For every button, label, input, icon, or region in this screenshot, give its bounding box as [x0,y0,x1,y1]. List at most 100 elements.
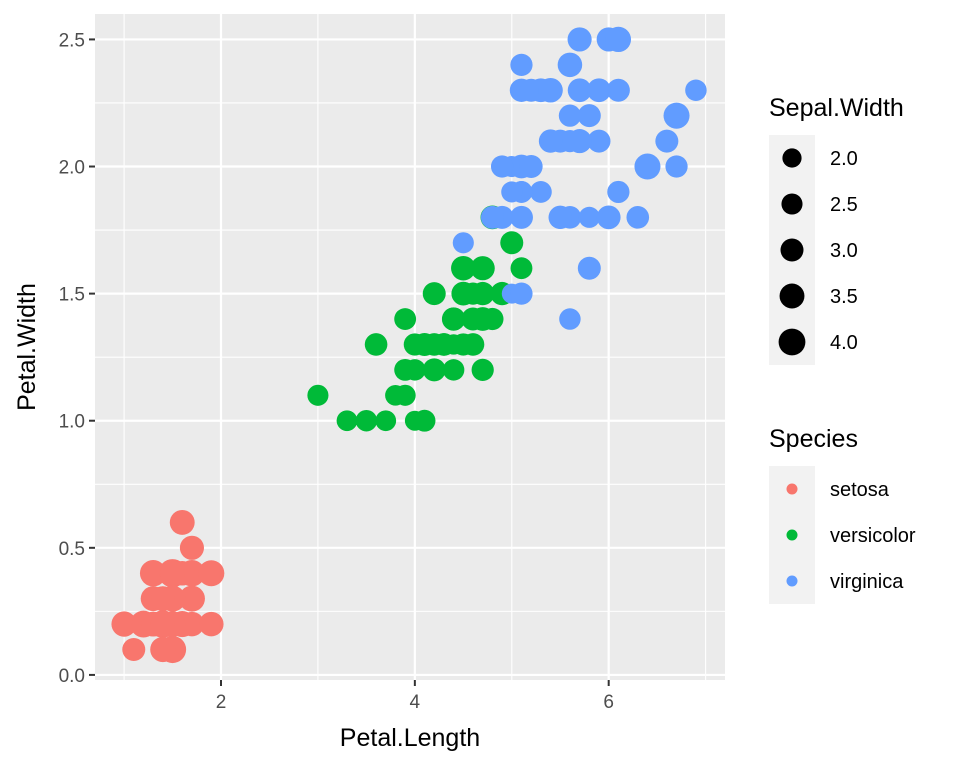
data-point-virginica [558,53,582,77]
data-point-virginica [663,102,690,129]
size-legend-title: Sepal.Width [769,94,904,122]
x-tick-label: 6 [603,692,614,713]
data-point-virginica [510,282,533,305]
data-point-setosa [122,637,146,661]
data-point-setosa [151,587,175,611]
data-point-versicolor [510,257,533,280]
x-tick-label: 2 [216,692,227,713]
data-point-versicolor [336,410,358,431]
size-legend-label: 2.0 [830,148,858,170]
size-legend-label: 3.5 [830,286,858,308]
y-tick-label: 0.5 [59,539,85,560]
data-point-virginica [501,181,523,203]
data-point-virginica [480,205,504,229]
data-point-versicolor [471,281,495,306]
data-point-versicolor [404,359,426,381]
data-point-virginica [626,206,650,229]
data-points [111,26,707,664]
data-point-setosa [160,560,185,586]
x-tick-labels: 2 4 6 [216,692,614,713]
data-point-virginica [655,129,679,153]
data-point-setosa [139,560,167,587]
data-point-virginica [558,129,582,153]
data-point-virginica [606,78,630,102]
data-point-versicolor [422,282,446,306]
color-legend-keys [786,483,798,587]
size-legend-keys [778,148,806,356]
data-point-virginica [510,53,533,76]
data-point-setosa [169,509,195,535]
data-point-versicolor [451,282,475,306]
color-legend-label: versicolor [830,525,916,547]
color-legend-label: setosa [830,479,890,501]
data-point-virginica [538,77,563,103]
data-point-setosa [178,585,205,612]
data-point-versicolor [442,359,465,381]
data-point-versicolor [364,333,388,356]
data-point-virginica [558,104,582,127]
color-legend-labels: setosa versicolor virginica [830,479,916,593]
data-point-setosa [150,612,175,637]
color-legend-key-setosa [786,483,798,495]
data-point-versicolor [422,358,446,382]
size-legend-label: 4.0 [830,332,858,354]
data-point-virginica [519,78,543,102]
y-tick-label: 1.0 [59,412,85,433]
data-point-setosa [179,535,204,560]
data-point-versicolor [385,384,406,406]
data-point-virginica [567,78,592,103]
size-legend-label: 2.5 [830,194,858,216]
y-axis-title: Petal.Width [13,283,41,411]
data-point-virginica [538,129,563,153]
y-tick-label: 2.5 [59,30,85,51]
data-point-versicolor [394,308,417,330]
data-point-virginica [577,104,601,128]
data-point-virginica [509,205,533,229]
data-point-versicolor [355,409,378,432]
data-point-virginica [452,232,474,254]
data-point-setosa [150,636,176,663]
data-point-versicolor [413,333,436,356]
data-point-versicolor [307,384,329,406]
data-point-versicolor [461,307,485,331]
data-point-versicolor [413,409,436,432]
y-tick-labels: 0.0 0.5 1.0 1.5 2.0 2.5 [59,30,85,686]
y-tick-label: 1.5 [59,285,85,306]
data-point-virginica [529,181,552,203]
data-point-versicolor [375,410,397,432]
size-legend-key [779,283,805,309]
size-legend-labels: 2.0 2.5 3.0 3.5 4.0 [830,148,858,354]
size-legend-key [778,328,806,356]
color-legend-key-versicolor [786,529,798,541]
size-legend: Sepal.Width 2.0 2.5 3.0 3.5 4.0 [769,94,904,365]
x-tick-label: 4 [410,692,421,713]
data-point-virginica [577,256,601,280]
data-point-versicolor [500,231,524,255]
data-point-virginica [519,155,543,179]
data-point-versicolor [481,307,504,331]
data-point-setosa [111,611,137,637]
size-legend-key [782,148,802,168]
data-point-virginica [548,205,572,230]
data-point-virginica [490,155,514,178]
y-tick-label: 0.0 [59,666,85,687]
data-point-virginica [596,205,621,230]
data-point-virginica [587,129,611,153]
color-legend-key-virginica [786,575,798,587]
data-point-versicolor [442,307,466,331]
data-point-setosa [198,560,225,587]
color-legend-label: virginica [830,571,904,593]
size-legend-label: 3.0 [830,240,858,262]
data-point-virginica [605,26,632,53]
y-tick-label: 2.0 [59,158,85,179]
data-point-versicolor [461,333,485,356]
data-point-virginica [559,308,581,330]
data-point-setosa [199,611,224,637]
data-point-virginica [665,155,688,178]
x-axis-title: Petal.Length [340,724,480,752]
axis-ticks [89,38,610,686]
data-point-versicolor [471,358,494,381]
minor-gridlines [95,14,725,680]
data-point-versicolor [432,333,456,356]
